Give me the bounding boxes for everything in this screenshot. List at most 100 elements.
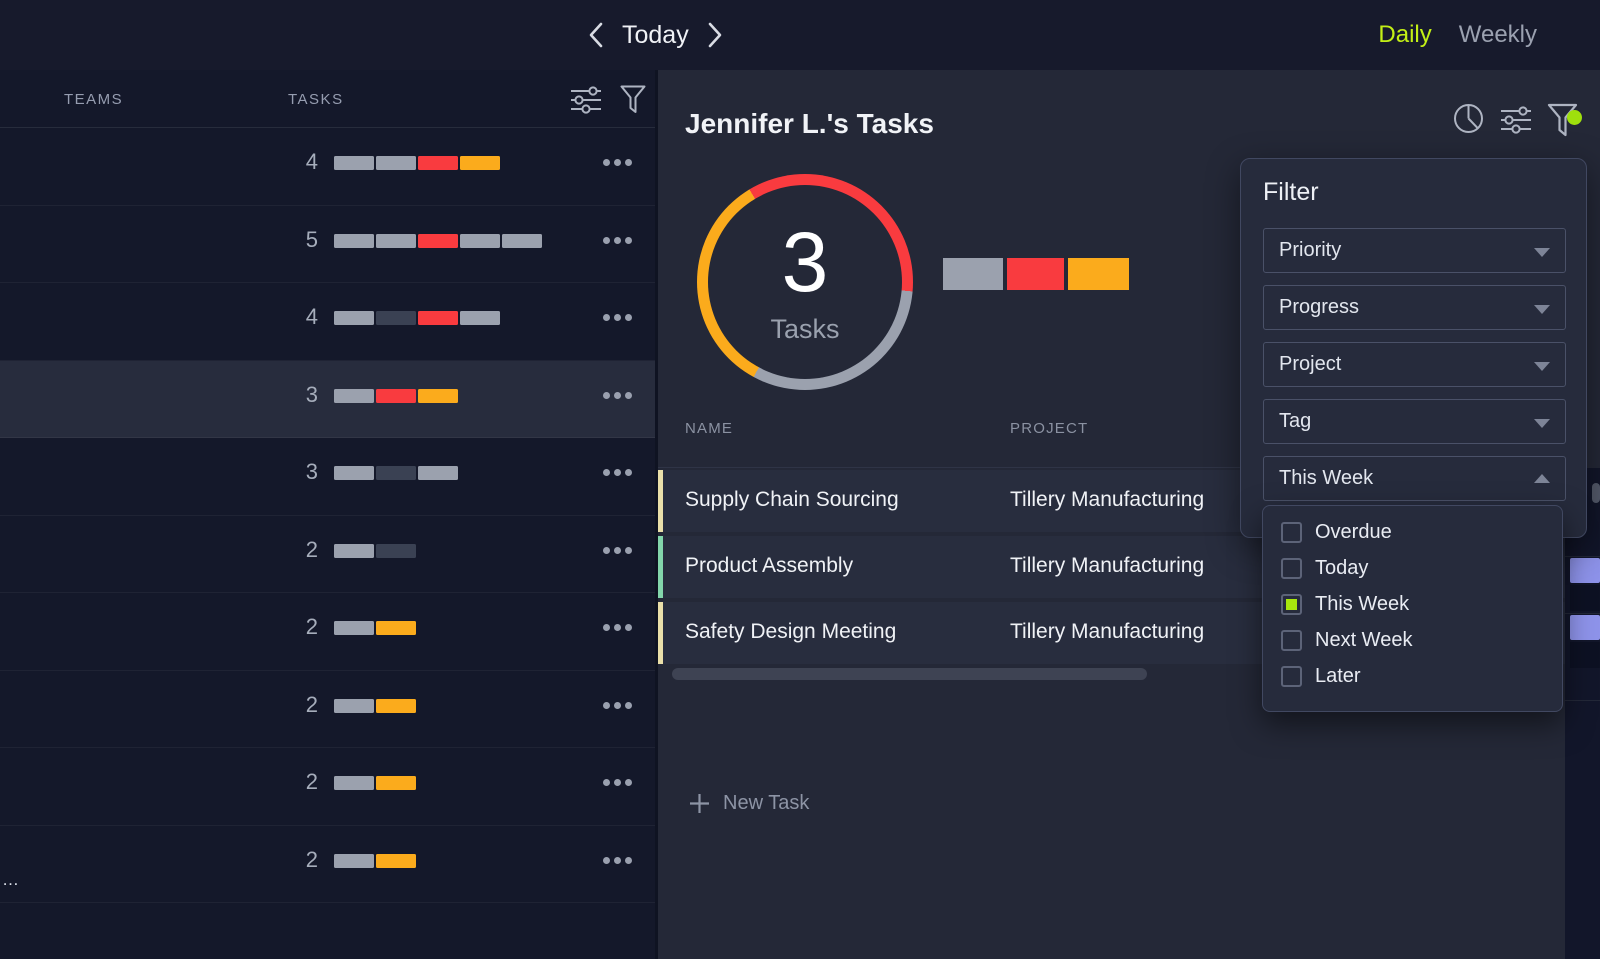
horizontal-scrollbar-thumb[interactable] (672, 668, 1147, 680)
team-row[interactable]: 3 (0, 438, 655, 516)
prev-day-button[interactable] (588, 22, 604, 48)
checkbox[interactable] (1281, 629, 1302, 651)
row-menu-button[interactable] (603, 469, 632, 476)
task-bar-segment-gray (334, 466, 374, 480)
team-panel: TEAMS TASKS 4 5 4 3 3 2 2 2 2 2 … (0, 70, 655, 959)
row-menu-button[interactable] (603, 779, 632, 786)
summary-bar-segment-gray (943, 258, 1003, 290)
tasks-summary-bar (943, 258, 1129, 290)
filter-option-today[interactable]: Today (1263, 550, 1562, 586)
task-bar-segment-gray (334, 388, 374, 403)
timeline-task-bar[interactable] (1570, 558, 1600, 583)
timeline-dark-bar (1570, 585, 1600, 611)
task-count: 3 (305, 459, 318, 484)
weekly-tab[interactable]: Weekly (1458, 21, 1537, 48)
filter-select-priority[interactable]: Priority (1263, 228, 1566, 273)
checkbox[interactable] (1281, 665, 1302, 687)
task-bar-segment-gray (334, 776, 374, 790)
task-project: Tillery Manufacturing (1010, 554, 1205, 577)
row-menu-button[interactable] (603, 391, 632, 399)
checkbox[interactable] (1281, 593, 1302, 615)
team-row[interactable]: 2 (0, 516, 655, 593)
task-bar-segment-orange (418, 388, 458, 403)
row-menu-button[interactable] (603, 314, 632, 321)
row-menu-button[interactable] (603, 624, 632, 631)
filter-option-later[interactable]: Later (1263, 658, 1562, 694)
plus-icon (690, 794, 709, 813)
filter-icon[interactable] (1547, 103, 1578, 139)
filter-options-popup: Overdue Today This Week Next Week Later (1262, 505, 1563, 712)
filter-select-this-week[interactable]: This Week (1263, 456, 1566, 501)
today-label[interactable]: Today (622, 20, 689, 49)
truncated-team-label: … (2, 870, 20, 889)
task-bars (334, 543, 416, 558)
filter-option-next-week[interactable]: Next Week (1263, 622, 1562, 658)
filter-select-label: This Week (1279, 467, 1374, 489)
task-bars (334, 156, 500, 170)
filter-option-overdue[interactable]: Overdue (1263, 514, 1562, 550)
task-color-stripe (658, 536, 663, 598)
team-row[interactable]: 4 (0, 283, 655, 361)
task-bar-segment-gray (460, 311, 500, 325)
task-count: 3 (305, 381, 318, 407)
task-bar-segment-gray (334, 156, 374, 170)
filter-active-indicator (1567, 110, 1582, 125)
task-bar-segment-gray (334, 543, 374, 558)
task-bar-segment-gray (460, 233, 500, 248)
row-menu-button[interactable] (603, 856, 632, 864)
filter-panel: Filter Priority Progress Project Tag This We… (1240, 158, 1587, 538)
filter-selects: Priority Progress Project Tag This Week (1263, 228, 1566, 513)
filter-option-this-week[interactable]: This Week (1263, 586, 1562, 622)
task-bar-segment-red (418, 233, 458, 248)
filter-select-tag[interactable]: Tag (1263, 399, 1566, 444)
task-project: Tillery Manufacturing (1010, 620, 1205, 643)
checkbox[interactable] (1281, 521, 1302, 543)
vertical-scrollbar-thumb[interactable] (1592, 483, 1600, 503)
checkbox[interactable] (1281, 557, 1302, 579)
team-row[interactable]: 4 (0, 128, 655, 206)
daily-tab[interactable]: Daily (1378, 21, 1432, 48)
task-bar-segment-red (418, 156, 458, 170)
team-row[interactable]: 3 (0, 360, 655, 438)
filter-select-project[interactable]: Project (1263, 342, 1566, 387)
team-row[interactable]: 5 (0, 206, 655, 283)
next-day-button[interactable] (707, 22, 723, 48)
task-bar-segment-orange (376, 853, 416, 868)
task-bar-segment-red (418, 311, 458, 325)
task-bar-segment-orange (460, 156, 500, 170)
teams-column-header: TEAMS (64, 91, 124, 108)
chevron-down-icon (1534, 305, 1550, 314)
project-column-header: PROJECT (1010, 420, 1089, 437)
timeline-task-bar[interactable] (1570, 615, 1600, 640)
task-count: 2 (305, 769, 318, 794)
task-bar-segment-gray (376, 233, 416, 248)
chevron-down-icon (1534, 248, 1550, 257)
task-bars (334, 233, 542, 248)
task-bars (334, 698, 416, 713)
filter-panel-title: Filter (1263, 178, 1319, 206)
settings-sliders-icon[interactable] (570, 85, 602, 115)
task-bars (334, 311, 500, 325)
team-row[interactable]: 2 (0, 826, 655, 903)
team-row[interactable]: 2 (0, 593, 655, 671)
filter-select-progress[interactable]: Progress (1263, 285, 1566, 330)
row-menu-button[interactable] (603, 236, 632, 244)
tasks-panel-toolbar (1453, 100, 1593, 144)
row-menu-button[interactable] (603, 701, 632, 709)
donut-center: 3 Tasks (708, 185, 902, 379)
tasks-column-header: TASKS (288, 91, 344, 108)
pie-chart-icon[interactable] (1453, 103, 1484, 134)
filter-icon[interactable] (620, 85, 646, 115)
row-menu-button[interactable] (603, 159, 632, 166)
timeline-grid-line (1565, 556, 1600, 557)
row-menu-button[interactable] (603, 546, 632, 554)
task-bar-segment-gray (334, 853, 374, 868)
team-row[interactable]: 2 (0, 671, 655, 748)
filter-option-label: Overdue (1315, 520, 1392, 543)
team-row[interactable]: 2 (0, 748, 655, 826)
summary-bar-segment-red (1007, 258, 1064, 290)
chevron-up-icon (1534, 474, 1550, 483)
new-task-button[interactable]: New Task (690, 792, 809, 815)
settings-sliders-icon[interactable] (1500, 105, 1532, 135)
